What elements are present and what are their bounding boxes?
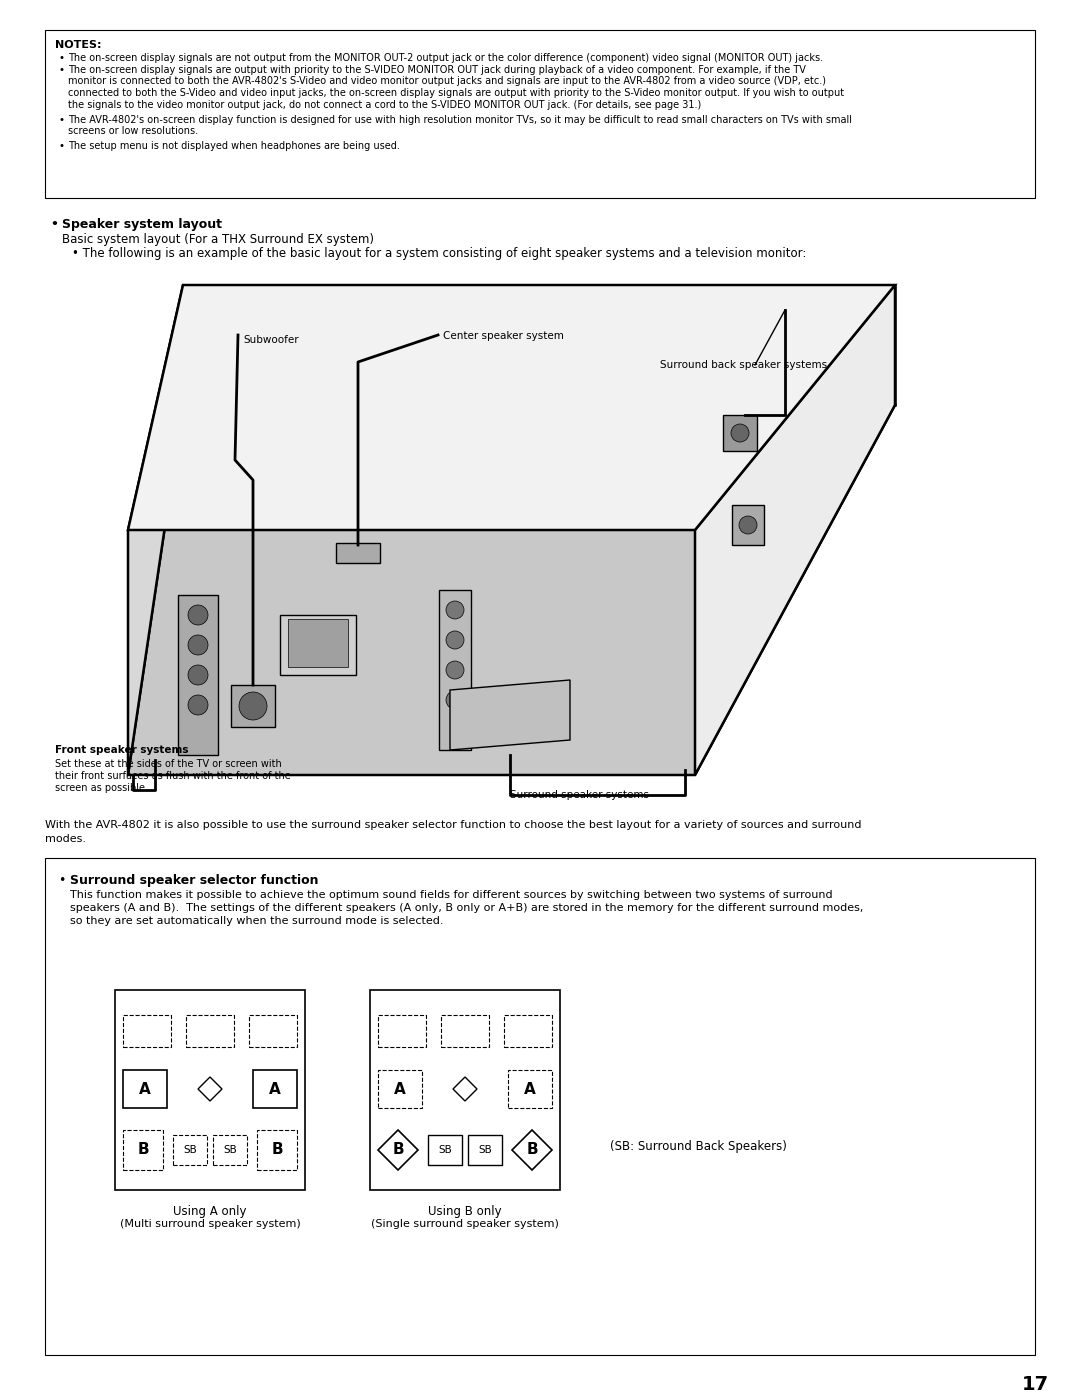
- Text: so they are set automatically when the surround mode is selected.: so they are set automatically when the s…: [70, 916, 444, 926]
- Text: B: B: [526, 1143, 538, 1157]
- Text: The AVR-4802's on-screen display function is designed for use with high resoluti: The AVR-4802's on-screen display functio…: [68, 115, 852, 125]
- Bar: [732, 505, 764, 546]
- Text: their front surfaces as flush with the front of the: their front surfaces as flush with the f…: [55, 771, 291, 781]
- Polygon shape: [198, 1077, 222, 1101]
- Circle shape: [239, 693, 267, 720]
- Text: B: B: [137, 1143, 149, 1157]
- Circle shape: [188, 635, 208, 655]
- Text: the signals to the video monitor output jack, do not connect a cord to the S-VID: the signals to the video monitor output …: [68, 99, 701, 109]
- Text: •: •: [58, 874, 66, 887]
- Bar: [253, 1070, 297, 1108]
- Bar: [288, 618, 348, 667]
- Text: The on-screen display signals are output with priority to the S-VIDEO MONITOR OU: The on-screen display signals are output…: [68, 64, 806, 76]
- Text: Using B only: Using B only: [428, 1205, 502, 1219]
- Text: Using A only: Using A only: [173, 1205, 246, 1219]
- Bar: [114, 990, 305, 1191]
- Text: Speaker system layout: Speaker system layout: [62, 218, 222, 231]
- Text: screen as possible.: screen as possible.: [55, 783, 148, 793]
- Text: Surround speaker systems: Surround speaker systems: [510, 790, 649, 800]
- Bar: [378, 1070, 422, 1108]
- Bar: [280, 616, 356, 674]
- Bar: [723, 416, 757, 450]
- Bar: [123, 1130, 163, 1170]
- Text: Front speaker systems: Front speaker systems: [55, 746, 189, 755]
- Text: NOTES:: NOTES:: [55, 41, 102, 50]
- Text: A: A: [269, 1081, 281, 1097]
- Text: Subwoofer: Subwoofer: [243, 334, 299, 346]
- Bar: [213, 1135, 247, 1165]
- Text: SB: SB: [184, 1144, 197, 1156]
- Text: A: A: [394, 1081, 406, 1097]
- Text: (Single surround speaker system): (Single surround speaker system): [372, 1219, 559, 1228]
- Text: •: •: [58, 64, 64, 76]
- Polygon shape: [129, 285, 895, 530]
- Text: This function makes it possible to achieve the optimum sound fields for differen: This function makes it possible to achie…: [70, 890, 833, 900]
- Text: The on-screen display signals are not output from the MONITOR OUT-2 output jack : The on-screen display signals are not ou…: [68, 53, 823, 63]
- Text: Surround speaker selector function: Surround speaker selector function: [70, 874, 319, 887]
- Circle shape: [739, 516, 757, 534]
- Bar: [186, 1016, 234, 1046]
- Circle shape: [446, 631, 464, 649]
- Bar: [504, 1016, 552, 1046]
- Circle shape: [731, 424, 750, 442]
- Text: The setup menu is not displayed when headphones are being used.: The setup menu is not displayed when hea…: [68, 141, 400, 151]
- Bar: [123, 1070, 167, 1108]
- Text: •: •: [58, 53, 64, 63]
- Bar: [370, 990, 561, 1191]
- Text: modes.: modes.: [45, 834, 86, 844]
- Text: •: •: [50, 218, 58, 231]
- Text: screens or low resolutions.: screens or low resolutions.: [68, 126, 198, 137]
- Text: Set these at the sides of the TV or screen with: Set these at the sides of the TV or scre…: [55, 760, 282, 769]
- Polygon shape: [453, 1077, 477, 1101]
- Text: Surround back speaker systems: Surround back speaker systems: [660, 360, 827, 369]
- Circle shape: [446, 602, 464, 618]
- Text: connected to both the S-Video and video input jacks, the on-screen display signa: connected to both the S-Video and video …: [68, 88, 845, 98]
- Text: •: •: [58, 141, 64, 151]
- Circle shape: [188, 604, 208, 625]
- Text: 17: 17: [1022, 1375, 1049, 1393]
- Text: monitor is connected to both the AVR-4802's S-Video and video monitor output jac: monitor is connected to both the AVR-480…: [68, 77, 826, 87]
- Bar: [249, 1016, 297, 1046]
- Bar: [123, 1016, 171, 1046]
- Polygon shape: [129, 404, 895, 775]
- Bar: [45, 29, 1035, 199]
- Polygon shape: [129, 285, 183, 775]
- Polygon shape: [378, 1130, 418, 1170]
- Text: A: A: [139, 1081, 151, 1097]
- Bar: [428, 1135, 462, 1165]
- Text: (SB: Surround Back Speakers): (SB: Surround Back Speakers): [610, 1140, 787, 1153]
- Bar: [173, 1135, 207, 1165]
- Bar: [468, 1135, 502, 1165]
- Text: speakers (A and B).  The settings of the different speakers (A only, B only or A: speakers (A and B). The settings of the …: [70, 902, 863, 914]
- Text: • The following is an example of the basic layout for a system consisting of eig: • The following is an example of the bas…: [72, 248, 807, 260]
- Text: SB: SB: [438, 1144, 451, 1156]
- Text: SB: SB: [478, 1144, 491, 1156]
- Text: A: A: [524, 1081, 536, 1097]
- Bar: [441, 1016, 489, 1046]
- Circle shape: [188, 695, 208, 715]
- Text: B: B: [392, 1143, 404, 1157]
- Bar: [336, 543, 380, 562]
- Bar: [508, 1070, 552, 1108]
- Bar: [178, 595, 218, 755]
- Text: With the AVR-4802 it is also possible to use the surround speaker selector funct: With the AVR-4802 it is also possible to…: [45, 820, 862, 830]
- Text: SB: SB: [224, 1144, 237, 1156]
- Polygon shape: [512, 1130, 552, 1170]
- Circle shape: [446, 691, 464, 709]
- Text: (Multi surround speaker system): (Multi surround speaker system): [120, 1219, 300, 1228]
- Text: Basic system layout (For a THX Surround EX system): Basic system layout (For a THX Surround …: [62, 234, 374, 246]
- Polygon shape: [696, 285, 895, 775]
- Bar: [438, 590, 471, 750]
- Text: B: B: [271, 1143, 283, 1157]
- Bar: [378, 1016, 426, 1046]
- Text: •: •: [58, 115, 64, 125]
- Text: Center speaker system: Center speaker system: [443, 332, 564, 341]
- Polygon shape: [183, 285, 895, 404]
- Circle shape: [446, 660, 464, 679]
- Bar: [45, 858, 1035, 1356]
- Circle shape: [188, 665, 208, 686]
- Bar: [257, 1130, 297, 1170]
- Polygon shape: [450, 680, 570, 750]
- Bar: [231, 686, 275, 727]
